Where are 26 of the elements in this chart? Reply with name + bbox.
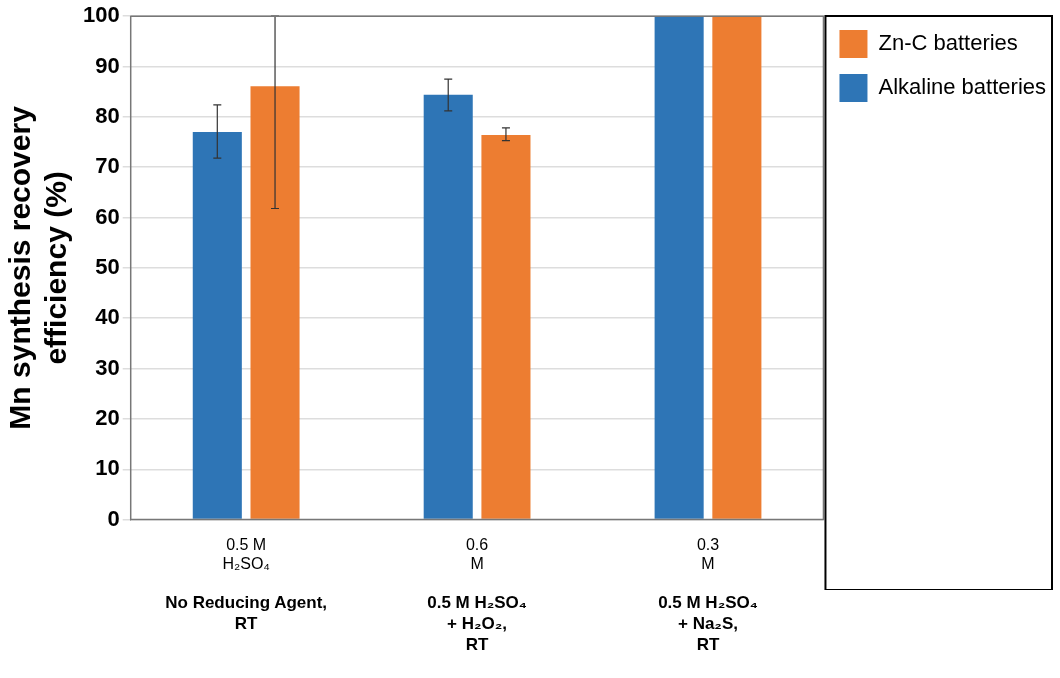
y-tick-label: 100 xyxy=(82,2,120,28)
y-tick-label: 10 xyxy=(95,455,120,481)
y-tick-label: 90 xyxy=(95,52,120,78)
y-tick-label: 50 xyxy=(95,253,120,279)
x-tick-label: 0.5 M H₂SO₄ xyxy=(222,535,270,572)
y-tick-label: 60 xyxy=(95,203,120,229)
y-tick-label: 40 xyxy=(95,304,120,330)
x-tick-label: 0.3 M xyxy=(696,535,720,572)
bar xyxy=(481,135,531,519)
bar xyxy=(423,94,473,519)
text: No Reducing Agent, RT xyxy=(165,592,328,634)
legend-label: Alkaline batteries xyxy=(878,74,1047,100)
bar xyxy=(654,16,704,519)
x-tick-label: 0.6 M xyxy=(465,535,489,572)
y-tick-label: 70 xyxy=(95,153,120,179)
bar xyxy=(192,131,242,519)
y-tick-label: 20 xyxy=(95,404,120,430)
y-tick-label: 0 xyxy=(107,505,120,531)
y-tick-label: 80 xyxy=(95,102,120,128)
legend-label: Zn-C batteries xyxy=(878,30,1018,56)
y-tick-label: 30 xyxy=(95,354,120,380)
text: 0.5 M H₂SO₄ + Na₂S, RT xyxy=(658,592,758,655)
bar xyxy=(250,86,300,519)
text: 0.5 M H₂SO₄ + H₂O₂, RT xyxy=(427,592,527,655)
y-axis-title: Mn synthesis recovery efficiency (%) xyxy=(3,105,73,430)
bar xyxy=(712,16,762,519)
